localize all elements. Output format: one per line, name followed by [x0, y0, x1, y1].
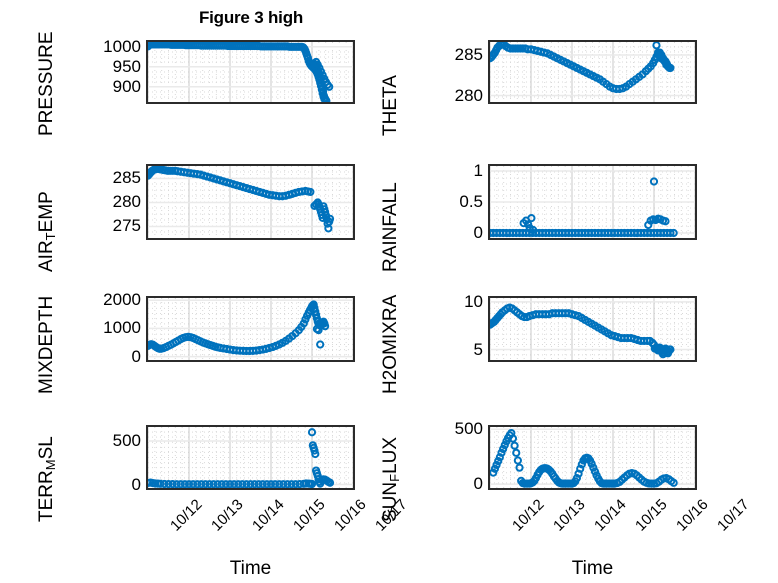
y-tick-label: 0.5 — [459, 192, 483, 211]
y-axis-label-mid-lower-right: H2OMIXRA — [380, 294, 401, 394]
y-tick-label: 1000 — [103, 36, 141, 56]
x-tick-label: 10/15 — [631, 496, 671, 535]
x-tick-label: 10/16 — [672, 496, 712, 535]
plot-panel-top-right — [488, 40, 697, 104]
y-tick-label: 500 — [112, 430, 141, 450]
plot-panel-bottom-right — [488, 425, 697, 490]
y-axis-label-mid-upper-left: AIRTEMP — [36, 191, 58, 272]
plot-panel-bottom-left — [146, 425, 355, 490]
data-markers — [490, 42, 675, 94]
y-tick-label: 1000 — [103, 318, 141, 338]
plot-area — [148, 298, 353, 360]
plot-area — [148, 166, 353, 238]
x-axis-label-bottom-right: Time — [571, 558, 614, 579]
data-markers — [490, 303, 675, 359]
y-tick-label: 5 — [473, 339, 483, 359]
y-tick-label: 280 — [454, 85, 483, 105]
plot-panel-mid-lower-right — [488, 296, 697, 362]
plot-panel-mid-upper-left — [146, 164, 355, 240]
y-tick-label: 500 — [454, 419, 483, 439]
plot-panel-mid-lower-left — [146, 296, 355, 362]
y-tick-label: 275 — [112, 216, 141, 236]
y-tick-label: 0 — [473, 223, 483, 243]
y-tick-label: 2000 — [103, 290, 141, 310]
y-tick-label: 950 — [112, 56, 141, 76]
plot-area — [490, 298, 695, 360]
x-tick-label: 10/12 — [166, 496, 206, 535]
data-markers — [148, 428, 335, 488]
y-axis-label-mid-lower-left: MIXDEPTH — [36, 295, 57, 394]
y-axis-label-bottom-right: SUNFLUX — [380, 436, 402, 522]
y-tick-label: 285 — [112, 168, 141, 188]
y-axis-label-mid-upper-right: RAINFALL — [380, 182, 401, 272]
plot-area — [490, 166, 695, 238]
grid-lines — [490, 166, 695, 238]
x-tick-label: 10/16 — [330, 496, 370, 535]
x-tick-label: 10/17 — [713, 496, 753, 535]
plot-area — [148, 42, 353, 102]
x-tick-label: 10/13 — [207, 496, 247, 535]
data-markers — [148, 300, 330, 356]
y-tick-label: 0 — [131, 346, 141, 366]
y-axis-label-bottom-left: TERRMSL — [36, 436, 58, 522]
x-tick-label: 10/13 — [549, 496, 589, 535]
x-tick-label: 10/15 — [289, 496, 329, 535]
y-tick-label: 10 — [464, 291, 483, 311]
data-markers — [148, 166, 335, 233]
figure-title: Figure 3 high — [198, 8, 304, 27]
data-markers — [490, 428, 678, 488]
y-axis-label-top-left: PRESSURE — [36, 31, 57, 136]
grid-lines — [148, 298, 353, 360]
y-tick-label: 280 — [112, 192, 141, 212]
x-tick-label: 10/14 — [590, 496, 630, 535]
data-markers — [490, 177, 678, 238]
y-tick-label: 0 — [131, 474, 141, 494]
y-tick-label: 1 — [473, 160, 483, 180]
x-axis-label-bottom-left: Time — [229, 558, 272, 579]
grid-lines — [148, 166, 353, 238]
plot-panel-mid-upper-right — [488, 164, 697, 240]
plot-area — [490, 427, 695, 488]
y-axis-label-top-right: THETA — [380, 75, 401, 136]
x-tick-label: 10/12 — [508, 496, 548, 535]
data-markers — [148, 42, 334, 102]
y-tick-label: 900 — [112, 76, 141, 96]
plot-area — [490, 42, 695, 102]
plot-panel-top-left — [146, 40, 355, 104]
y-tick-label: 285 — [454, 44, 483, 64]
plot-area — [148, 427, 353, 488]
y-tick-label: 0 — [473, 474, 483, 494]
x-tick-label: 10/14 — [248, 496, 288, 535]
